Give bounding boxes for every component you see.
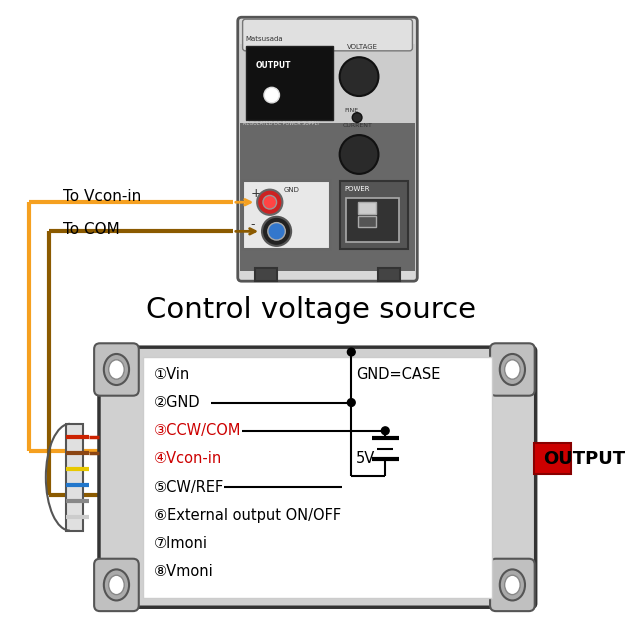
Circle shape <box>340 57 378 96</box>
FancyBboxPatch shape <box>94 343 139 396</box>
Text: ⑤CW/REF: ⑤CW/REF <box>154 479 225 495</box>
Text: To COM: To COM <box>63 222 120 237</box>
FancyBboxPatch shape <box>490 559 534 611</box>
Circle shape <box>352 113 362 122</box>
Text: FINE: FINE <box>344 108 358 113</box>
Ellipse shape <box>504 575 520 595</box>
Text: POWER: POWER <box>344 186 370 192</box>
FancyBboxPatch shape <box>99 347 536 607</box>
Text: ⑦Imoni: ⑦Imoni <box>154 536 208 551</box>
Bar <box>358 216 376 227</box>
FancyBboxPatch shape <box>490 343 534 396</box>
Text: +: + <box>250 187 261 200</box>
Text: 5V: 5V <box>356 451 376 467</box>
Text: To Vcon-in: To Vcon-in <box>63 189 141 204</box>
Text: OUTPUT: OUTPUT <box>255 61 291 70</box>
Circle shape <box>262 217 291 246</box>
Bar <box>346 198 399 242</box>
Circle shape <box>340 135 378 174</box>
Text: CURRENT: CURRENT <box>342 123 372 128</box>
Bar <box>240 118 415 271</box>
Bar <box>243 181 330 249</box>
Ellipse shape <box>104 570 129 600</box>
Text: ③CCW/COM: ③CCW/COM <box>154 423 242 438</box>
Ellipse shape <box>500 354 525 385</box>
Text: ⑧Vmoni: ⑧Vmoni <box>154 564 214 579</box>
Ellipse shape <box>109 360 124 379</box>
Circle shape <box>381 427 389 435</box>
Circle shape <box>264 87 280 103</box>
Text: VOLTAGE: VOLTAGE <box>348 44 378 50</box>
Text: ⑥External output ON/OFF: ⑥External output ON/OFF <box>154 508 341 523</box>
Bar <box>340 181 408 249</box>
Text: GND=CASE: GND=CASE <box>356 367 440 382</box>
Bar <box>143 357 492 598</box>
Circle shape <box>268 223 285 240</box>
Ellipse shape <box>109 575 124 595</box>
Text: ②GND: ②GND <box>154 395 201 410</box>
Circle shape <box>348 399 355 406</box>
Text: Control voltage source: Control voltage source <box>145 296 476 324</box>
Bar <box>534 444 571 474</box>
Text: OUTPUT: OUTPUT <box>543 450 625 468</box>
FancyBboxPatch shape <box>94 559 139 611</box>
Ellipse shape <box>104 354 129 385</box>
Bar <box>66 424 83 531</box>
Bar <box>255 268 276 281</box>
Bar <box>246 46 333 120</box>
FancyBboxPatch shape <box>243 19 412 51</box>
Text: GND: GND <box>284 187 300 193</box>
Text: -: - <box>250 218 255 231</box>
FancyBboxPatch shape <box>237 17 417 281</box>
Circle shape <box>257 189 282 215</box>
Ellipse shape <box>500 570 525 600</box>
Bar <box>240 44 415 123</box>
Text: Matsusada: Matsusada <box>246 36 283 42</box>
Bar <box>358 202 376 214</box>
Ellipse shape <box>504 360 520 379</box>
Bar <box>378 268 400 281</box>
Circle shape <box>263 195 276 209</box>
Text: ①Vin: ①Vin <box>154 367 191 382</box>
Text: ④Vcon-in: ④Vcon-in <box>154 451 223 467</box>
Circle shape <box>348 348 355 356</box>
Text: REGULATED DC POWER SUPPLY: REGULATED DC POWER SUPPLY <box>243 122 319 127</box>
